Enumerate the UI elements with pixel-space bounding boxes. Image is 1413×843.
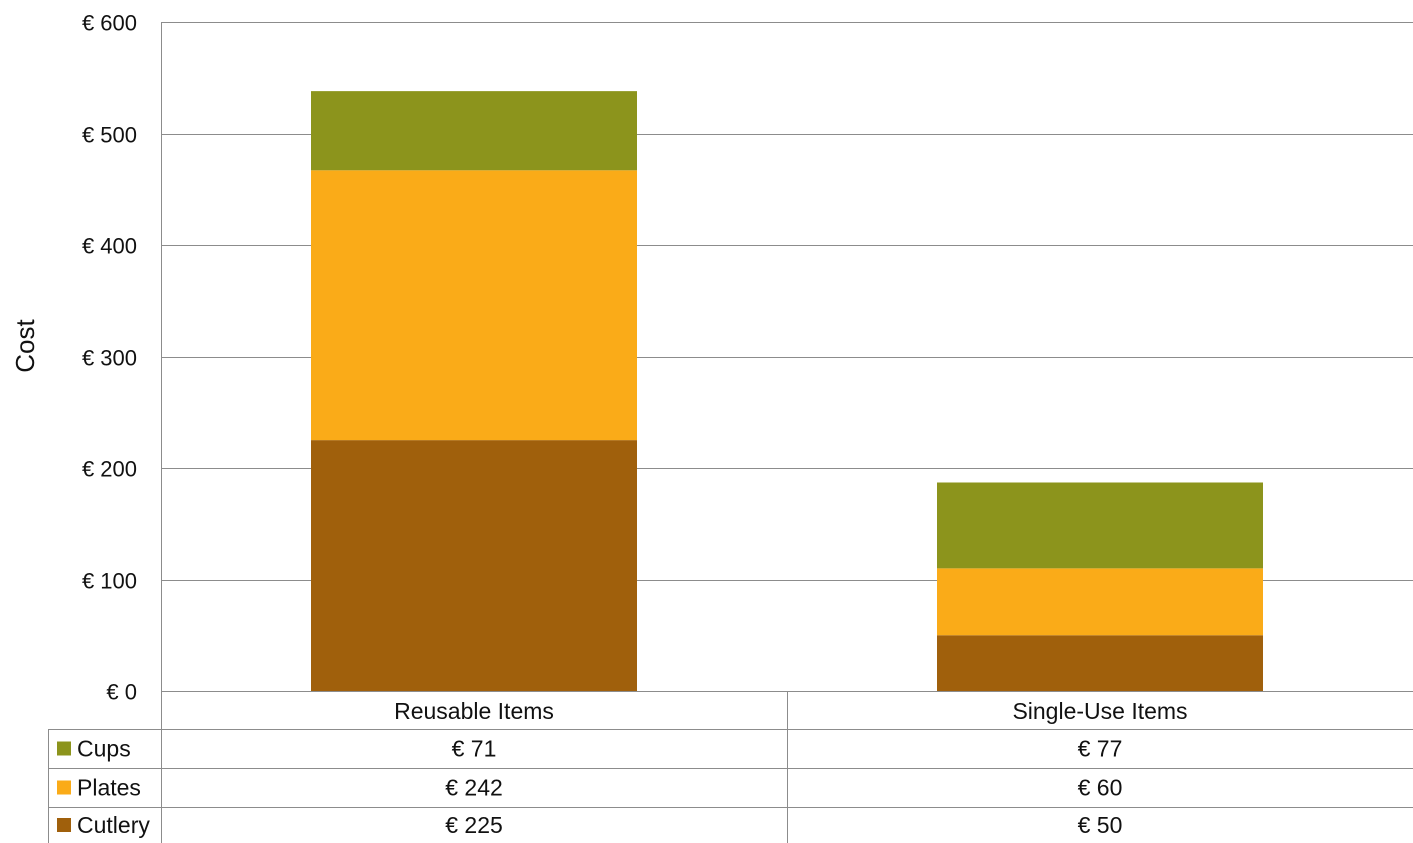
y-tick-label: € 300: [82, 346, 137, 371]
y-tick-label: € 0: [106, 680, 137, 705]
data-table: Reusable Items Single-Use Items Cups € 71 € …: [48, 691, 1413, 843]
y-tick-label: € 500: [82, 123, 137, 148]
y-tick-label: € 100: [82, 569, 137, 594]
y-axis-title: Cost: [10, 318, 40, 372]
legend-swatch-cutlery: [57, 818, 71, 832]
y-axis-ticks: € 0 € 100 € 200 € 300 € 400 € 500 € 600: [82, 11, 137, 705]
data-label: € 225: [445, 812, 503, 838]
data-label: € 60: [1078, 775, 1123, 801]
y-tick-label: € 600: [82, 11, 137, 36]
legend-swatch-plates: [57, 780, 71, 795]
data-label: € 71: [452, 736, 497, 762]
bar-segment-cups: [311, 91, 637, 171]
data-label: € 242: [445, 775, 503, 801]
bars: [311, 91, 1263, 691]
bar-segment-cutlery: [937, 635, 1263, 691]
bar-segment-plates: [311, 170, 637, 441]
data-label: € 50: [1078, 812, 1123, 838]
bar-segment-plates: [937, 568, 1263, 636]
legend-label-plates: Plates: [77, 775, 141, 801]
legend-swatch-cups: [57, 741, 71, 756]
legend-label-cutlery: Cutlery: [77, 812, 150, 838]
legend-label-cups: Cups: [77, 736, 131, 762]
category-label: Reusable Items: [394, 698, 554, 724]
bar-segment-cups: [937, 482, 1263, 569]
category-label: Single-Use Items: [1012, 698, 1187, 724]
y-tick-label: € 200: [82, 457, 137, 482]
bar-segment-cutlery: [311, 440, 637, 691]
data-label: € 77: [1078, 736, 1123, 762]
y-tick-label: € 400: [82, 234, 137, 259]
